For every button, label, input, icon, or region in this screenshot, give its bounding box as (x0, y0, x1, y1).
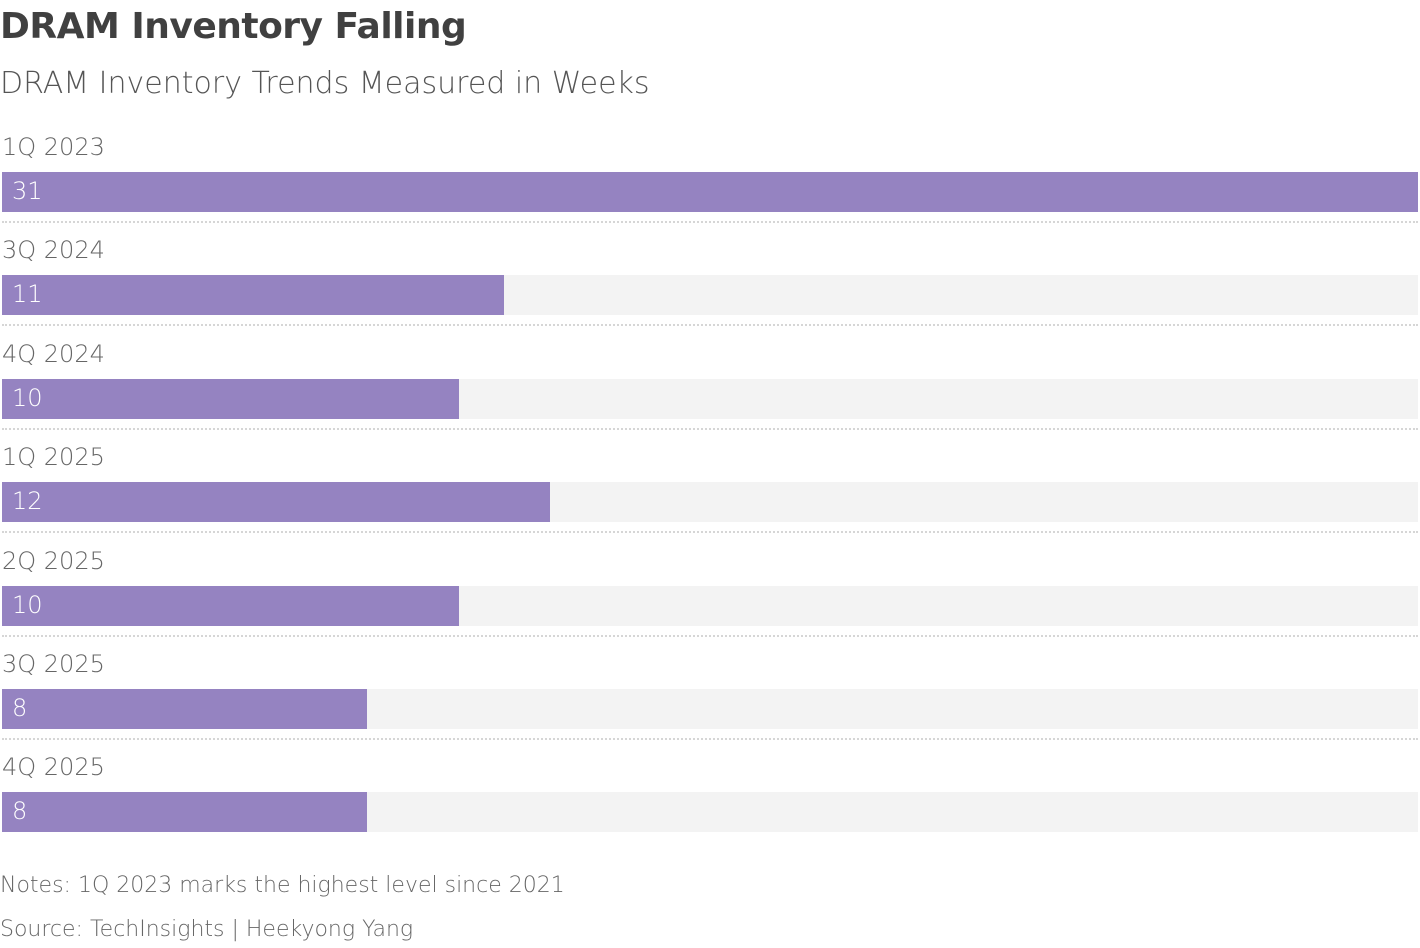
bar-track: 8 (2, 689, 1418, 729)
bar-track: 31 (2, 172, 1418, 212)
bar: 8 (2, 792, 368, 833)
row-divider (2, 531, 1418, 534)
row-divider (2, 738, 1418, 740)
chart-source: Source: TechInsights | Heekyong Yang (0, 917, 414, 942)
category-label: 4Q 2025 (2, 753, 105, 782)
bar-track: 12 (2, 482, 1418, 523)
row-divider (2, 221, 1418, 223)
bar: 10 (2, 378, 459, 419)
bar-value-label: 8 (12, 797, 28, 826)
category-label: 3Q 2025 (2, 650, 105, 678)
bar-track: 11 (2, 275, 1418, 316)
category-label: 4Q 2024 (2, 339, 105, 368)
bar: 12 (2, 482, 551, 523)
bar: 31 (2, 172, 1418, 212)
bar: 11 (2, 275, 505, 316)
bar-track: 10 (2, 378, 1418, 419)
chart-subtitle: DRAM Inventory Trends Measured in Weeks (0, 66, 650, 101)
bar-value-label: 12 (12, 487, 43, 516)
row-divider (2, 427, 1418, 430)
bar-track: 8 (2, 792, 1418, 833)
chart-title: DRAM Inventory Falling (0, 6, 467, 47)
bar-track: 10 (2, 585, 1418, 626)
row-divider (2, 634, 1418, 637)
category-label: 2Q 2025 (2, 546, 105, 575)
bar-value-label: 8 (12, 694, 28, 722)
category-label: 3Q 2024 (2, 236, 105, 265)
row-divider (2, 324, 1418, 327)
bar: 10 (2, 585, 459, 626)
bar-value-label: 31 (12, 177, 43, 205)
bar: 8 (2, 689, 368, 729)
bar-value-label: 11 (12, 280, 43, 309)
bar-value-label: 10 (12, 383, 43, 412)
category-label: 1Q 2025 (2, 443, 105, 472)
bar-value-label: 10 (12, 590, 43, 619)
category-label: 1Q 2023 (2, 133, 105, 161)
chart-notes: Notes: 1Q 2023 marks the highest level s… (0, 873, 565, 898)
